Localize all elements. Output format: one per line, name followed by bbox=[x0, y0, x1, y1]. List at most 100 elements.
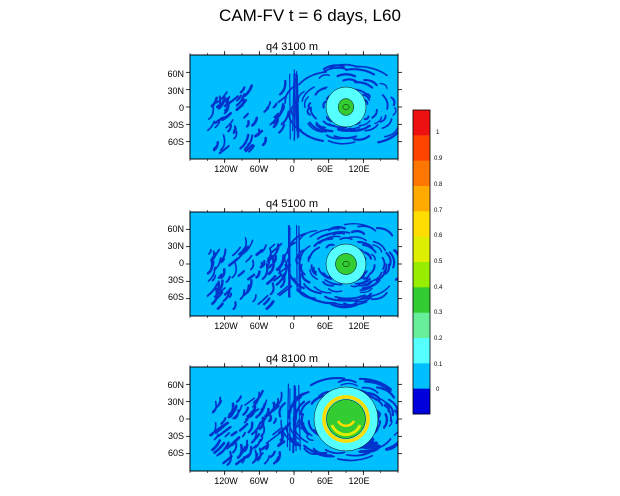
filament-streak bbox=[220, 257, 226, 264]
filament-streak bbox=[275, 391, 283, 407]
panel-3-ylabel-60s: 60S bbox=[167, 448, 184, 458]
filament-streak bbox=[207, 266, 216, 282]
filament-arc bbox=[309, 269, 319, 280]
filament-streak bbox=[223, 287, 232, 296]
filament-streak bbox=[212, 143, 219, 150]
colorbar-label-0.4: 0.4 bbox=[434, 285, 443, 291]
filament-streak bbox=[235, 94, 243, 102]
filament-streak bbox=[272, 102, 278, 109]
filament-arc bbox=[350, 283, 360, 288]
filament-streak bbox=[257, 294, 269, 306]
filament-streak bbox=[254, 129, 264, 138]
filament-streak bbox=[245, 254, 253, 263]
colorbar-swatch bbox=[413, 160, 430, 187]
filament-streak bbox=[208, 248, 212, 255]
panel-3-xlabel-60w: 60W bbox=[249, 476, 269, 486]
filament-arc bbox=[357, 277, 371, 285]
feature-inner-arc bbox=[330, 424, 362, 437]
filament-arc bbox=[300, 272, 311, 284]
filament-streak bbox=[268, 414, 273, 423]
filament-arc bbox=[301, 291, 337, 305]
filament-streak bbox=[244, 143, 254, 153]
filament-streak bbox=[219, 248, 227, 263]
filament-arc bbox=[326, 230, 351, 237]
colorbar-label-0.1: 0.1 bbox=[434, 362, 443, 368]
filament-arc bbox=[404, 415, 407, 428]
colorbar-swatch bbox=[413, 338, 430, 364]
filament-streak bbox=[251, 116, 259, 127]
panel-2-ylabel-0: 0 bbox=[178, 258, 184, 268]
panel-2-title: q4 5100 m bbox=[266, 198, 318, 210]
filament-streak bbox=[228, 292, 233, 299]
filament-streak bbox=[232, 301, 237, 311]
filament-arc bbox=[327, 288, 343, 293]
filament-streak bbox=[230, 404, 238, 416]
filament-arc bbox=[370, 253, 376, 261]
filament-arc bbox=[303, 447, 319, 456]
panel-1-ylabel-0: 0 bbox=[178, 103, 184, 113]
filament-arc bbox=[308, 121, 328, 133]
filament-streak bbox=[258, 416, 265, 430]
filament-arc bbox=[368, 395, 384, 407]
panel-1-xlabel-0: 0 bbox=[289, 164, 295, 174]
filament-streak bbox=[255, 402, 267, 419]
filament-arc bbox=[385, 251, 392, 266]
filament-arc bbox=[349, 236, 367, 242]
filament-streak bbox=[275, 254, 286, 272]
filament-arc bbox=[325, 134, 346, 140]
filament-arc bbox=[362, 93, 371, 101]
filament-streak bbox=[259, 433, 264, 443]
filament-streak bbox=[259, 416, 267, 425]
filament-arc bbox=[318, 237, 334, 245]
filament-streak bbox=[231, 246, 242, 257]
filament-streak bbox=[252, 294, 257, 303]
filament-streak bbox=[247, 421, 254, 434]
panel-2-xlabel-120e: 120E bbox=[348, 321, 370, 331]
filament-streak bbox=[259, 261, 264, 269]
filament-streak bbox=[265, 100, 272, 110]
filament-arc bbox=[315, 87, 327, 96]
filament-arc bbox=[407, 405, 412, 422]
filament-streak bbox=[243, 142, 250, 151]
filament-arc bbox=[350, 229, 366, 236]
filament-arc bbox=[337, 454, 374, 462]
filament-arc bbox=[278, 402, 287, 418]
filament-streak bbox=[273, 112, 280, 119]
filament-arc bbox=[352, 134, 371, 141]
filament-arc bbox=[324, 278, 343, 286]
panel-2-xlabel-60w: 60W bbox=[249, 321, 269, 331]
filament-streak bbox=[261, 262, 269, 281]
colorbar-swatch bbox=[413, 110, 430, 136]
filament-arc bbox=[383, 403, 392, 422]
filament-streak bbox=[217, 273, 223, 280]
filament-streak bbox=[219, 134, 226, 151]
filament-streak bbox=[274, 103, 285, 120]
filament-streak bbox=[216, 95, 222, 109]
filament-streak bbox=[220, 268, 226, 280]
filament-streak bbox=[238, 422, 249, 432]
filament-streak bbox=[222, 290, 231, 303]
filament-arc bbox=[307, 122, 324, 133]
filament-streak bbox=[278, 123, 286, 134]
filament-arc bbox=[362, 243, 377, 254]
filament-arc bbox=[280, 419, 294, 444]
filament-arc bbox=[320, 271, 332, 280]
panel-1-xlabel-60e: 60E bbox=[316, 164, 333, 174]
filament-streak bbox=[235, 93, 246, 107]
filament-arc bbox=[301, 86, 315, 102]
filament-streak bbox=[270, 401, 276, 413]
filament-arc bbox=[392, 106, 397, 116]
panel-1-xlabel-120w: 120W bbox=[214, 164, 238, 174]
filament-arc bbox=[371, 108, 378, 119]
colorbar-swatch bbox=[413, 287, 430, 314]
filament-streak bbox=[244, 278, 253, 295]
filament-arc bbox=[327, 225, 346, 232]
filament-streak bbox=[230, 430, 238, 437]
filament-arc bbox=[357, 125, 369, 131]
filament-streak bbox=[225, 436, 241, 450]
filament-streak bbox=[241, 455, 246, 464]
filament-arc bbox=[353, 65, 388, 77]
filament-arc bbox=[372, 244, 383, 253]
filament-streak bbox=[244, 397, 256, 406]
filament-streak bbox=[260, 444, 268, 451]
